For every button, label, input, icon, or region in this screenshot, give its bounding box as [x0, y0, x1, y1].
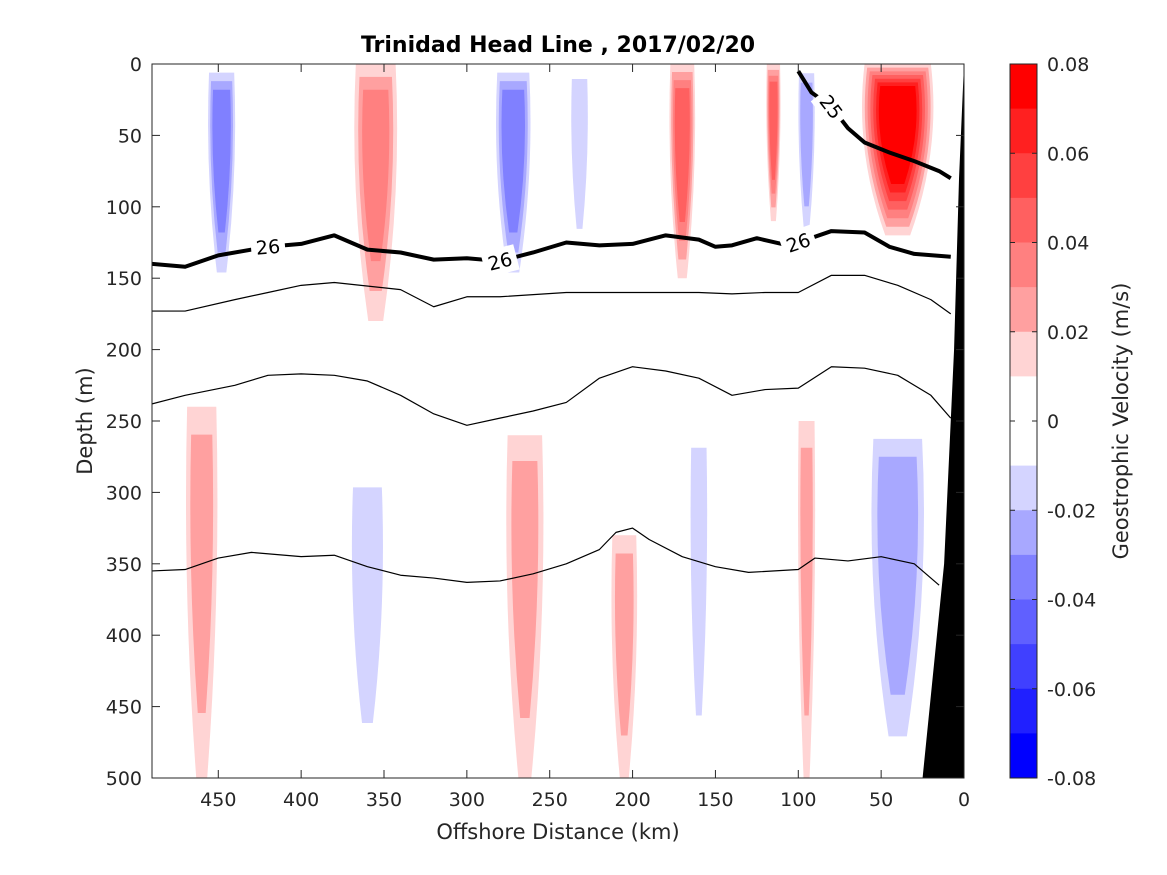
velocity-field	[185, 64, 934, 778]
colorbar-swatch	[1010, 197, 1037, 243]
y-axis-ticks: 0 50 100 150 200 250 300 350 400 450 500	[106, 54, 964, 790]
continental-shelf-mask	[922, 64, 964, 778]
x-tick-label: 200	[614, 789, 650, 811]
colorbar-swatch	[1010, 287, 1037, 333]
x-axis-ticks: 450 400 350 300 250 200 150 100 50 0	[200, 64, 970, 811]
y-tick-label: 100	[106, 197, 142, 219]
colorbar-tick-label: 0.04	[1047, 233, 1089, 255]
x-tick-label: 450	[200, 789, 236, 811]
velocity-core-2-level-4	[501, 89, 526, 233]
contour-label-text: 26	[255, 236, 281, 260]
y-axis-label: Depth (m)	[73, 367, 97, 474]
velocity-core-13-level-2	[800, 447, 813, 716]
colorbar: 0.08 0.06 0.04 0.02 0 -0.02 -0.04 -0.06 -0.08	[1009, 54, 1096, 790]
y-tick-label: 200	[106, 340, 142, 362]
colorbar-swatch	[1010, 688, 1037, 734]
velocity-core-3-level-2	[571, 78, 588, 229]
colorbar-swatch	[1010, 554, 1037, 600]
y-tick-label: 350	[106, 554, 142, 576]
velocity-core-5-level-4	[769, 81, 778, 180]
velocity-core-4-level-4	[674, 88, 690, 222]
y-tick-label: 300	[106, 482, 142, 504]
x-tick-label: 300	[449, 789, 485, 811]
y-tick-label: 500	[106, 768, 142, 790]
colorbar-tick-label: -0.06	[1047, 679, 1096, 701]
velocity-core-6-level-3	[800, 82, 813, 207]
x-tick-label: 50	[869, 789, 893, 811]
colorbar-swatch	[1010, 242, 1037, 288]
plot-background	[152, 64, 964, 778]
colorbar-tick-label: 0.06	[1047, 143, 1089, 165]
velocity-core-10-level-2	[511, 460, 539, 719]
x-tick-label: 350	[366, 789, 402, 811]
contour-label-mask	[777, 224, 819, 261]
colorbar-tick-label: 0.08	[1047, 54, 1089, 76]
contour-label-group-1: 26	[249, 232, 287, 262]
isopycnal-line-4	[152, 527, 940, 586]
colorbar-swatch	[1010, 644, 1037, 690]
colorbar-label: Geostrophic Velocity (m/s)	[1109, 283, 1133, 560]
velocity-core-11-level-2	[614, 553, 634, 736]
colorbar-tick-label: -0.08	[1047, 768, 1096, 790]
isopycnal-line-3	[152, 366, 952, 426]
velocity-core-9-level-2	[351, 487, 383, 724]
colorbar-swatch	[1010, 733, 1037, 779]
colorbar-swatch	[1010, 510, 1037, 556]
contour-label-group-3: 26	[777, 224, 819, 261]
y-tick-label: 50	[118, 125, 142, 147]
contour-label-mask	[480, 244, 520, 278]
colorbar-tick-label: 0	[1047, 411, 1059, 433]
x-tick-label: 150	[697, 789, 733, 811]
colorbar-swatch	[1010, 421, 1037, 467]
y-tick-label: 400	[106, 625, 142, 647]
x-tick-label: 400	[283, 789, 319, 811]
colorbar-swatch	[1010, 376, 1037, 422]
velocity-core-0-level-4	[212, 89, 231, 233]
colorbar-tick-label: -0.04	[1047, 590, 1096, 612]
velocity-core-12-level-2	[690, 447, 708, 716]
contour-label-mask	[810, 85, 853, 129]
colorbar-swatch	[1010, 331, 1037, 377]
velocity-core-14-level-3	[877, 456, 919, 695]
colorbar-tick-label: 0.02	[1047, 322, 1089, 344]
y-tick-label: 0	[130, 54, 142, 76]
y-tick-label: 450	[106, 697, 142, 719]
velocity-core-8-level-2	[190, 434, 214, 714]
colorbar-swatch	[1010, 465, 1037, 511]
velocity-core-1-level-3	[362, 89, 390, 262]
x-tick-label: 100	[780, 789, 816, 811]
x-axis-label: Offshore Distance (km)	[436, 820, 679, 844]
y-tick-label: 250	[106, 411, 142, 433]
colorbar-swatch	[1010, 153, 1037, 199]
colorbar-tick-label: -0.02	[1047, 500, 1096, 522]
isopycnal-line-1	[152, 229, 951, 269]
x-tick-label: 0	[958, 789, 970, 811]
x-tick-label: 250	[532, 789, 568, 811]
chart-title: Trinidad Head Line , 2017/02/20	[361, 33, 755, 58]
colorbar-swatch	[1010, 108, 1037, 154]
isopycnal-line-2	[152, 274, 952, 315]
colorbar-swatch	[1010, 64, 1037, 110]
contour-label-group-2: 26	[480, 244, 520, 278]
contour-label-mask	[249, 232, 287, 262]
colorbar-swatch	[1010, 599, 1037, 645]
y-tick-label: 150	[106, 268, 142, 290]
